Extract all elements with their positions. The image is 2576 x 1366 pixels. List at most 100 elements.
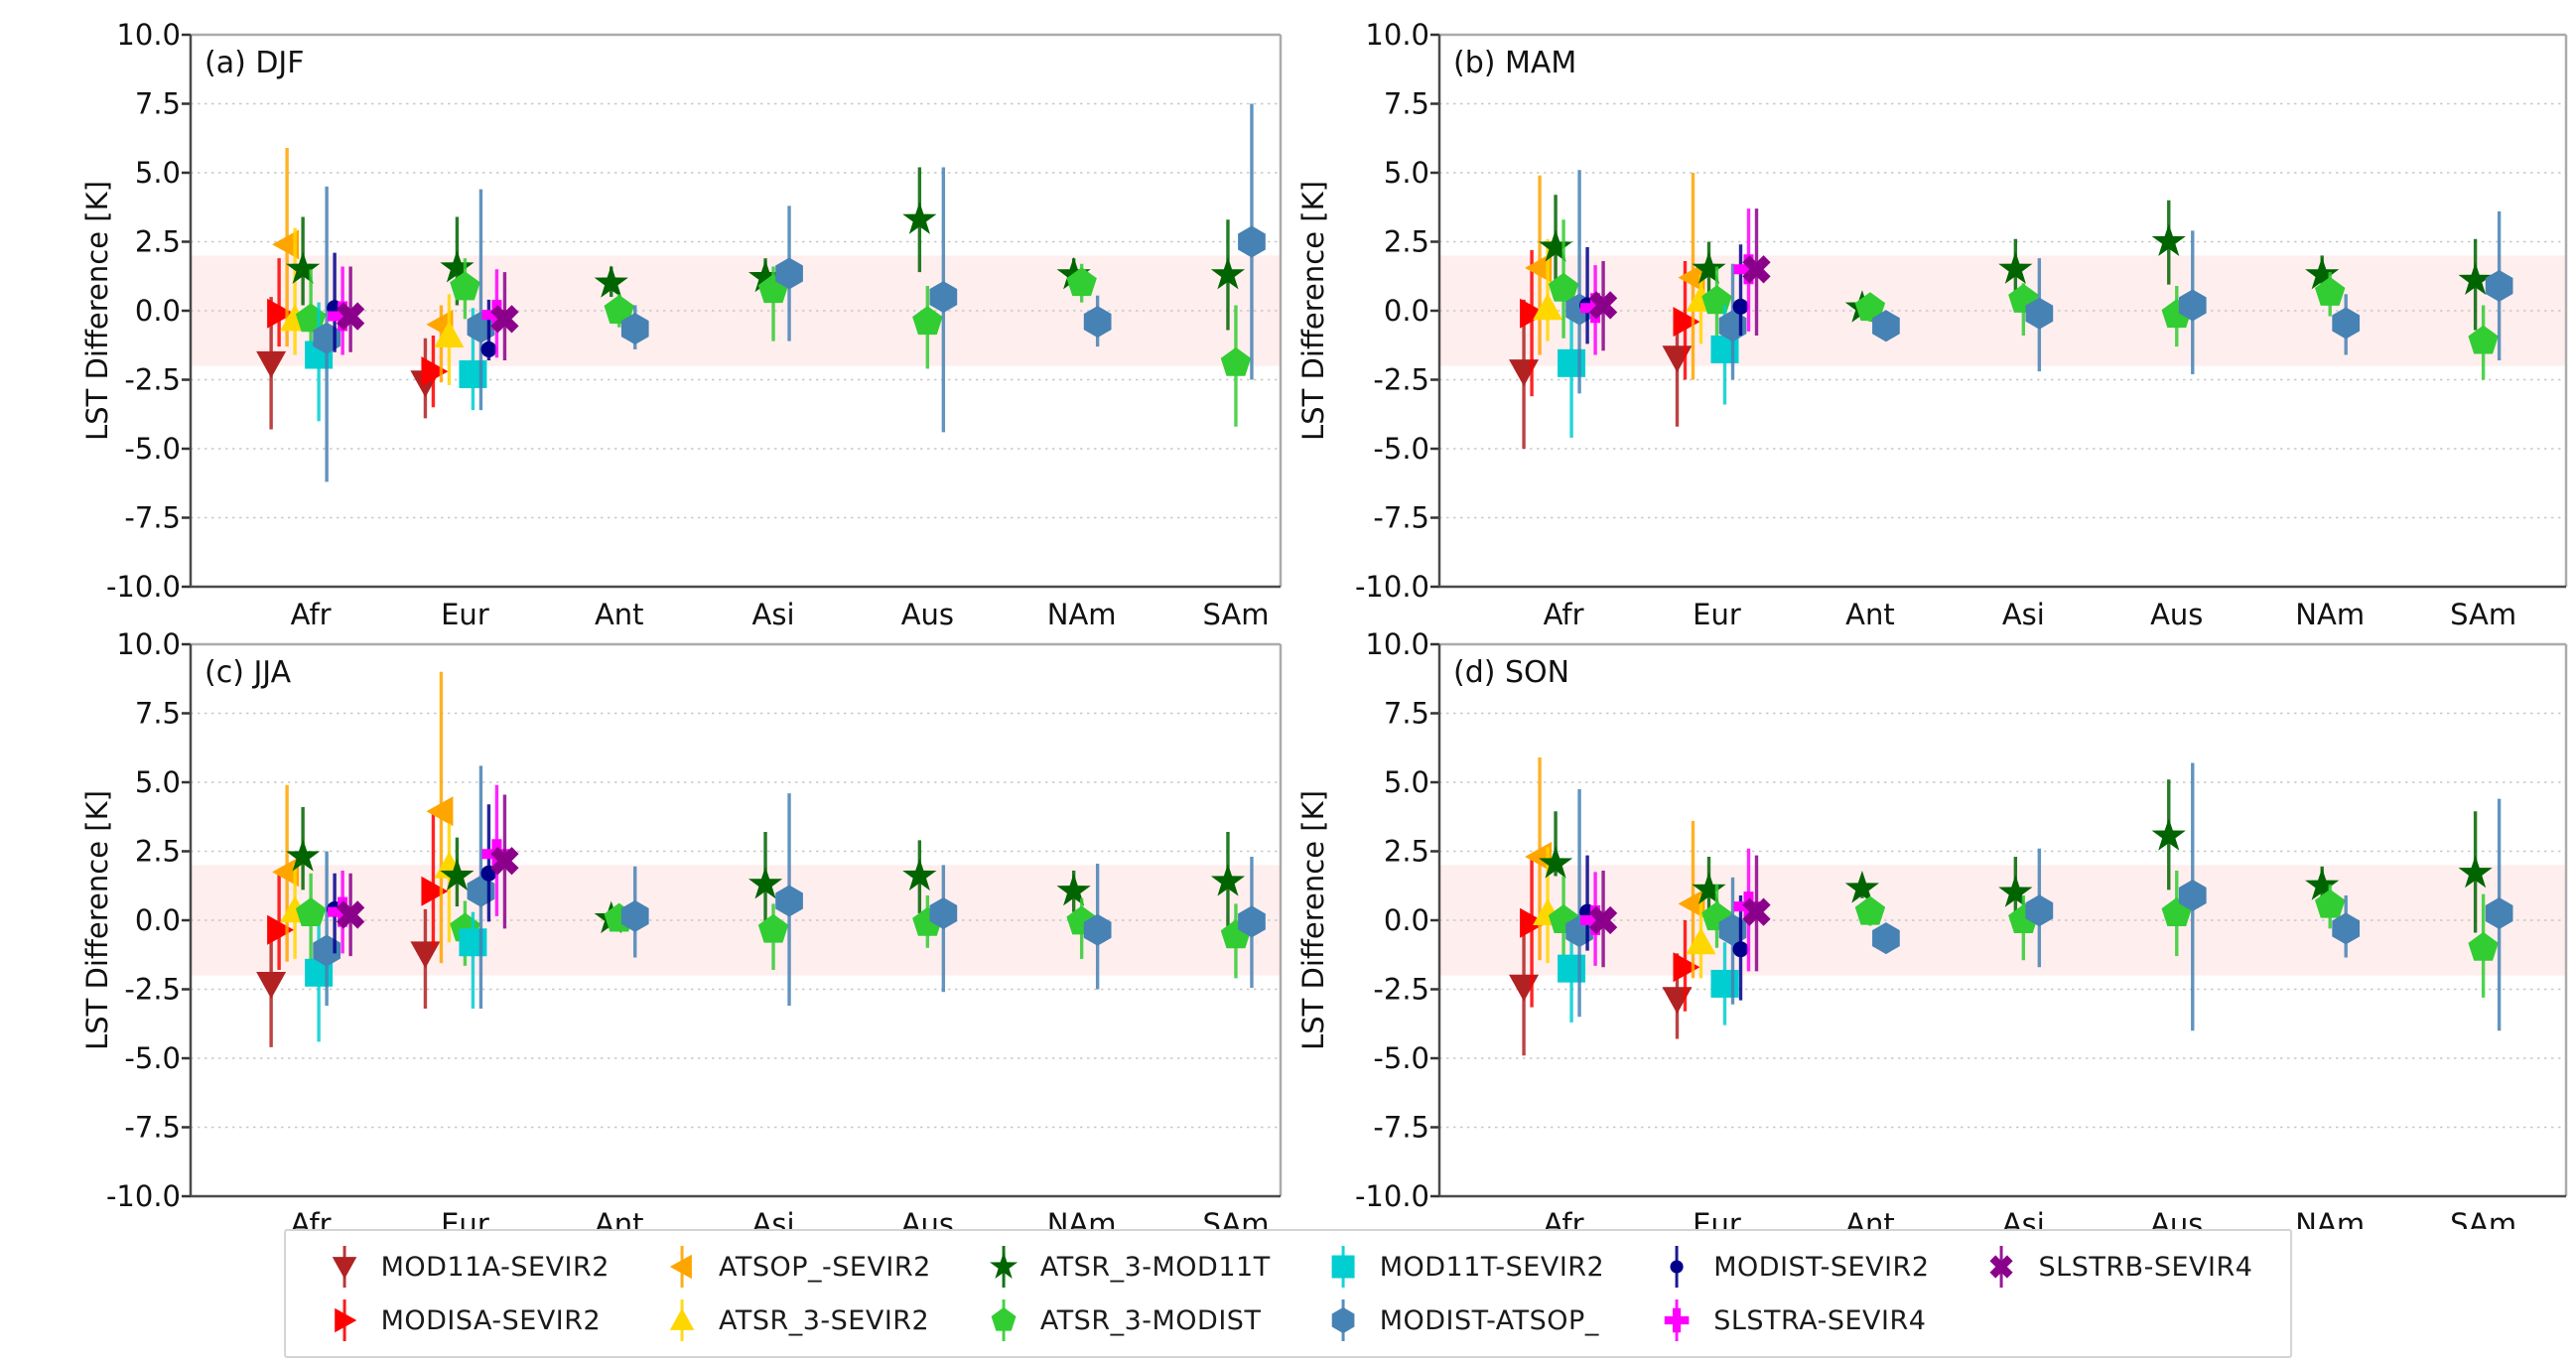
marker-star	[286, 251, 321, 284]
marker-x	[1588, 291, 1618, 320]
data-layer	[1509, 756, 2513, 1056]
legend-marker-triangle-up-icon	[669, 1299, 695, 1341]
marker-star	[2458, 855, 2493, 888]
legend-label: SLSTRA-SEVIR4	[1713, 1304, 1927, 1336]
legend-column: MOD11T-SEVIR2 MODIST-ATSOP_	[1322, 1241, 1605, 1346]
data-layer	[256, 671, 1266, 1047]
marker-star	[1692, 872, 1726, 904]
data-layer	[1509, 170, 2513, 449]
y-tick-label: 2.5	[1384, 225, 1429, 259]
y-tick-label: 7.5	[135, 87, 181, 121]
legend-marker-hexagon-icon	[1331, 1299, 1355, 1341]
legend-item: MOD11T-SEVIR2	[1322, 1241, 1605, 1293]
legend-label: MOD11T-SEVIR2	[1379, 1251, 1605, 1283]
marker-triangle-left	[1678, 888, 1705, 919]
marker-hexagon	[2485, 897, 2513, 930]
y-tick-label: 2.5	[135, 835, 181, 869]
marker-triangle-left	[1525, 252, 1553, 283]
y-tick-label: -5.0	[124, 1041, 181, 1075]
y-tick-label: 7.5	[1384, 87, 1429, 121]
marker-triangle-up	[1533, 293, 1563, 321]
marker-pentagon	[1854, 895, 1886, 925]
y-tick-label: -10.0	[106, 1179, 181, 1213]
legend-label: MODIST-ATSOP_	[1379, 1304, 1599, 1336]
subplot-a-djf: 10.0 7.5 5.0 2.5 0.0 -2.5 -5.0 -7.5 -10.0 Afr Eur A…	[80, 18, 1283, 631]
legend-item: MODIST-ATSOP_	[1322, 1295, 1605, 1346]
marker-hexagon	[2332, 912, 2361, 945]
marker-pentagon	[1854, 292, 1886, 322]
marker-hexagon	[2178, 879, 2207, 911]
marker-hexagon	[2332, 307, 2361, 340]
marker-pentagon	[1548, 272, 1579, 302]
x-tick-label: SAm	[2450, 598, 2516, 631]
subplot-c-jja: 10.0 7.5 5.0 2.5 0.0 -2.5 -5.0 -7.5 -10.0 Afr Eur A…	[80, 627, 1283, 1229]
legend: MOD11A-SEVIR2 MODISA-SEVIR2 ATSOP_-SEVIR2 A…	[283, 1229, 2293, 1358]
marker-x	[1742, 897, 1771, 926]
marker-star	[440, 249, 475, 283]
marker-hexagon	[620, 899, 649, 932]
x-tick-label: Eur	[1693, 598, 1741, 631]
y-tick-label: 5.0	[135, 156, 181, 190]
marker-triangle-right	[267, 298, 295, 329]
legend-column: MODIST-SEVIR2 SLSTRA-SEVIR4	[1656, 1241, 1929, 1346]
marker-triangle-left	[272, 857, 300, 888]
marker-dot	[1732, 298, 1749, 315]
y-tick-label: 0.0	[1384, 903, 1429, 937]
legend-box: MOD11A-SEVIR2 MODISA-SEVIR2 ATSOP_-SEVIR2 A…	[283, 1229, 2293, 1358]
marker-star	[440, 858, 475, 891]
marker-hexagon	[1872, 310, 1900, 342]
marker-triangle-left	[426, 796, 454, 827]
subplot-title: (b) MAM	[1453, 46, 1576, 80]
legend-marker-square-icon	[1331, 1246, 1355, 1288]
marker-pentagon	[2468, 931, 2499, 961]
marker-square	[459, 928, 487, 957]
marker-star	[2305, 868, 2340, 900]
legend-marker-plus-icon	[1664, 1299, 1690, 1341]
y-tick-label: -10.0	[1355, 570, 1429, 604]
y-tick-label: -5.0	[124, 432, 181, 466]
legend-column: ATSOP_-SEVIR2 ATSR_3-SEVIR2	[661, 1241, 931, 1346]
marker-hexagon	[1872, 922, 1900, 955]
legend-item: ATSR_3-MOD11T	[983, 1241, 1271, 1293]
x-tick-label: NAm	[1047, 598, 1117, 631]
marker-triangle-right	[1520, 298, 1548, 329]
marker-hexagon	[929, 897, 958, 930]
marker-triangle-down	[1509, 359, 1540, 387]
x-tick-label: NAm	[2295, 1207, 2365, 1229]
marker-dot	[480, 341, 497, 357]
legend-marker-triangle-down-icon	[332, 1246, 356, 1288]
marker-star	[2151, 223, 2186, 257]
marker-hexagon	[1238, 905, 1266, 938]
legend-marker-x-icon	[1989, 1246, 2014, 1288]
x-tick-label: Asi	[2002, 598, 2045, 631]
x-tick-label: Ant	[595, 598, 644, 631]
marker-square	[459, 359, 487, 388]
marker-star	[1692, 251, 1726, 284]
marker-triangle-left	[272, 229, 300, 260]
legend-item: ATSOP_-SEVIR2	[661, 1241, 931, 1293]
legend-label: MODISA-SEVIR2	[380, 1304, 602, 1336]
y-tick-label: 7.5	[1384, 697, 1429, 731]
y-tick-label: -7.5	[1373, 1111, 1429, 1145]
marker-star	[902, 858, 937, 891]
y-tick-label: 5.0	[1384, 765, 1429, 799]
marker-pentagon	[912, 306, 943, 336]
marker-triangle-right	[1673, 307, 1700, 338]
marker-triangle-right	[267, 914, 295, 945]
marker-pentagon	[1066, 267, 1097, 297]
y-tick-label: 0.0	[1384, 294, 1429, 328]
x-tick-label: Ant	[1845, 1207, 1895, 1229]
marker-star	[1210, 256, 1246, 290]
marker-triangle-right	[1520, 907, 1548, 938]
x-tick-label: Ant	[595, 1207, 644, 1229]
marker-pentagon	[757, 913, 789, 943]
x-tick-label: SAm	[1202, 1207, 1269, 1229]
legend-label: ATSR_3-MOD11T	[1039, 1251, 1271, 1283]
marker-hexagon	[2025, 297, 2054, 330]
marker-star	[2305, 256, 2340, 290]
marker-hexagon	[1083, 306, 1112, 339]
marker-square	[1710, 969, 1739, 998]
x-tick-label: Eur	[1693, 1207, 1741, 1229]
marker-plus	[328, 301, 358, 332]
